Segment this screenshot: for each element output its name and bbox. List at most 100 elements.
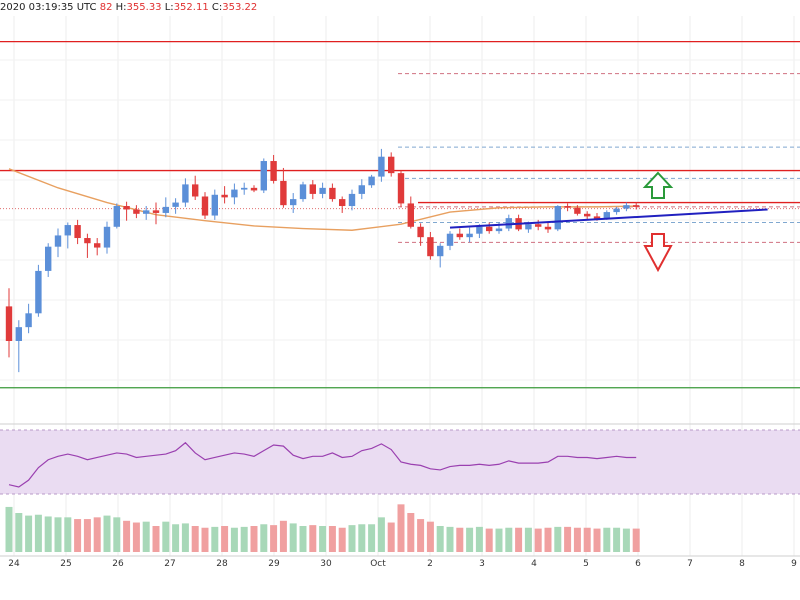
- volume-bar: [554, 526, 562, 552]
- candle-body: [388, 156, 395, 174]
- x-tick-label: 8: [739, 559, 745, 569]
- candle-body: [201, 196, 209, 216]
- candle-body: [535, 224, 542, 227]
- candle-body: [133, 209, 140, 214]
- volume-bar: [505, 527, 513, 552]
- volume-bar: [485, 528, 493, 552]
- rsi-polyline: [8, 441, 637, 488]
- volume-bar: [240, 526, 248, 552]
- x-tick-label: 6: [635, 559, 641, 569]
- volume-bar: [123, 520, 131, 552]
- volume-bar: [603, 527, 611, 552]
- volume-bar: [495, 528, 503, 552]
- volume-bar: [83, 519, 91, 552]
- candle-body: [339, 199, 346, 207]
- volume-bar: [103, 515, 111, 552]
- x-tick-label: 4: [531, 559, 537, 569]
- x-tick-label: 28: [216, 559, 228, 569]
- volume-bar: [54, 517, 62, 552]
- candle-body: [54, 235, 62, 247]
- candle-body: [613, 208, 620, 213]
- candle-body: [623, 205, 630, 209]
- volume-bar: [583, 527, 591, 552]
- arrow-down-icon: [643, 233, 673, 273]
- candle-body: [172, 202, 179, 207]
- volume-bar: [622, 528, 630, 552]
- volume-bar: [289, 523, 297, 552]
- trendline[interactable]: [449, 208, 768, 229]
- volume-bar: [162, 521, 170, 552]
- candle-body: [25, 313, 32, 328]
- volume-bar: [593, 528, 601, 552]
- volume-bar: [358, 524, 366, 552]
- candle-body: [593, 216, 601, 219]
- candle-body: [74, 225, 81, 239]
- volume-bar: [515, 527, 523, 552]
- candle-body: [456, 233, 463, 238]
- candle-body: [162, 206, 169, 213]
- candle-body: [211, 194, 218, 216]
- volume-bar: [338, 527, 346, 552]
- volume-bar: [250, 526, 258, 552]
- volume-bar: [475, 526, 483, 552]
- ohlc-header: 2020 03:19:35 UTC 82 H:355.33 L:352.11 C…: [0, 0, 257, 16]
- candle-body: [603, 212, 610, 219]
- rsi-band: [0, 430, 800, 494]
- candle-body: [417, 226, 424, 238]
- candle-body: [407, 203, 414, 227]
- level-lines: [0, 40, 800, 389]
- candle-body: [15, 327, 22, 341]
- volume-bar: [279, 520, 287, 552]
- volume-bar: [564, 526, 572, 552]
- candle-body: [84, 238, 91, 244]
- candle-body: [319, 187, 326, 194]
- volume-bar: [524, 527, 532, 552]
- x-tick-label: 24: [8, 559, 20, 569]
- volume-bar: [201, 527, 209, 552]
- header-timestamp: 2020 03:19:35 UTC: [0, 2, 97, 13]
- x-tick-label: 30: [320, 559, 332, 569]
- candle-body: [525, 224, 532, 230]
- header-high-value: 355.33: [126, 2, 162, 13]
- direction-arrows: [642, 171, 674, 273]
- volume-bar: [319, 526, 327, 552]
- candle-body: [486, 226, 493, 232]
- volume-bar: [152, 526, 160, 552]
- x-tick-label: 26: [112, 559, 124, 569]
- header-low-label: L:: [164, 2, 174, 13]
- volume-bar: [309, 525, 317, 552]
- volume-bar: [377, 517, 385, 552]
- candle-body: [290, 199, 297, 206]
- header-close-label: C:: [211, 2, 223, 13]
- candle-body: [260, 161, 267, 191]
- volume-bar: [632, 528, 640, 552]
- candle-body: [250, 187, 258, 191]
- rsi-panel: [0, 429, 800, 495]
- candle-body: [123, 206, 130, 210]
- candle-body: [5, 306, 13, 341]
- volume-bar: [407, 513, 415, 552]
- candle-body: [94, 243, 101, 248]
- candle-body: [113, 206, 120, 227]
- candle-body: [358, 185, 365, 194]
- candle-body: [280, 180, 287, 206]
- volume-bar: [328, 526, 336, 552]
- candle-body: [64, 225, 71, 236]
- volume-bar: [93, 517, 101, 552]
- volume-bar: [573, 527, 581, 552]
- ma-line: [8, 168, 637, 231]
- volume-bar: [230, 527, 238, 552]
- volume-bar: [299, 526, 307, 552]
- candle-body: [270, 161, 277, 181]
- moving-average: [8, 168, 637, 231]
- volume-bar: [172, 524, 180, 552]
- candle-body: [427, 237, 434, 257]
- volume-bar: [613, 527, 621, 552]
- volume-bar: [544, 527, 552, 552]
- volume-bar: [348, 525, 356, 552]
- candle-body: [544, 226, 552, 230]
- candle-body: [45, 246, 52, 271]
- candle-body: [35, 270, 42, 314]
- volume-bar: [25, 515, 33, 552]
